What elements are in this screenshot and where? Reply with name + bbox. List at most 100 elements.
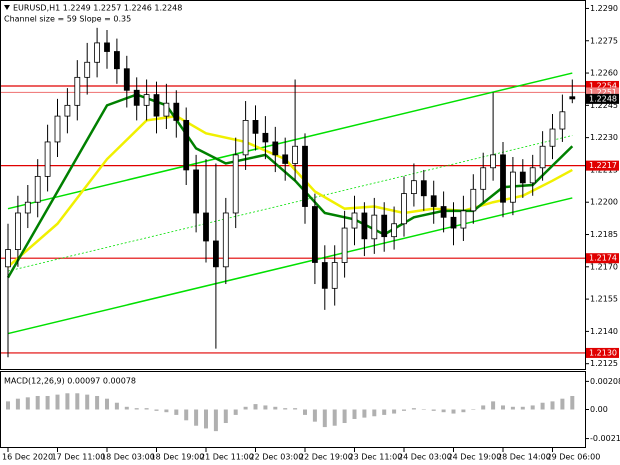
x-tick-label: 22 Dec 03:00 bbox=[250, 453, 304, 462]
candle-body bbox=[163, 102, 170, 117]
macd-bar bbox=[223, 409, 228, 424]
macd-bar bbox=[85, 394, 90, 410]
y-tick-label: 1.2185 bbox=[590, 230, 618, 239]
macd-bar bbox=[362, 409, 367, 418]
level-tag bbox=[586, 347, 619, 358]
macd-bar bbox=[441, 409, 446, 413]
candle-body bbox=[203, 212, 209, 242]
candle-body bbox=[430, 195, 437, 207]
macd-bar bbox=[75, 393, 80, 410]
macd-title: MACD(12,26,9) 0.00097 0.00078 bbox=[4, 377, 136, 386]
macd-bar bbox=[253, 404, 258, 410]
macd-bar bbox=[431, 409, 436, 411]
y-tick-label: 1.2200 bbox=[590, 198, 618, 207]
macd-bar bbox=[520, 406, 525, 410]
macd-bar bbox=[164, 409, 169, 413]
macd-bar bbox=[322, 409, 327, 428]
candle-body bbox=[44, 141, 51, 177]
macd-bar bbox=[184, 409, 189, 421]
macd-bar bbox=[213, 409, 218, 432]
candle-body bbox=[450, 216, 457, 229]
macd-bar bbox=[144, 408, 149, 410]
chart-header: EURUSD,H1 1.2249 1.2257 1.2246 1.2248 bbox=[13, 4, 182, 13]
candle-body bbox=[114, 51, 120, 70]
macd-bar bbox=[243, 406, 248, 410]
candle-body bbox=[193, 169, 200, 214]
candle-body bbox=[500, 154, 506, 203]
indicator-line bbox=[7, 135, 573, 272]
indicator-line bbox=[7, 72, 573, 210]
x-tick-label: 17 Dec 11:00 bbox=[52, 453, 106, 462]
macd-bar bbox=[283, 408, 288, 410]
x-tick-label: 24 Dec 03:00 bbox=[398, 453, 452, 462]
y-tick-label: 1.2275 bbox=[590, 36, 618, 45]
candle-body bbox=[282, 154, 289, 164]
level-label: 1.2130 bbox=[589, 348, 617, 357]
macd-bar bbox=[540, 402, 545, 410]
candle-body bbox=[24, 201, 31, 214]
macd-bar bbox=[204, 409, 208, 429]
indicator-line bbox=[7, 114, 573, 268]
macd-bar bbox=[95, 395, 100, 410]
candle-body bbox=[133, 89, 140, 106]
candle-body bbox=[539, 145, 546, 169]
candle-body bbox=[341, 227, 348, 263]
macd-bar bbox=[471, 409, 476, 410]
macd-bar bbox=[124, 406, 129, 410]
macd-bar bbox=[263, 405, 268, 410]
candle-body bbox=[361, 212, 368, 240]
x-tick-label: 22 Dec 19:00 bbox=[299, 453, 353, 462]
candle-body bbox=[470, 188, 477, 212]
candle-body bbox=[143, 94, 150, 106]
macd-bar bbox=[114, 402, 119, 410]
level-label: 1.2217 bbox=[589, 161, 617, 170]
y-tick-label: 1.2140 bbox=[590, 327, 618, 336]
candle-body bbox=[569, 96, 576, 100]
indicator-line bbox=[6, 93, 574, 279]
macd-bar bbox=[174, 409, 179, 415]
macd-bar bbox=[105, 398, 109, 410]
y-tick-label: 1.2170 bbox=[590, 262, 618, 271]
candle-body bbox=[549, 128, 556, 147]
x-tick-label: 21 Dec 11:00 bbox=[200, 453, 254, 462]
macd-bar bbox=[332, 409, 337, 426]
level-label: 1.2251 bbox=[589, 88, 617, 97]
candle-body bbox=[311, 206, 318, 263]
candle-body bbox=[5, 249, 11, 268]
candle-body bbox=[272, 141, 279, 156]
macd-bar bbox=[510, 406, 515, 410]
macd-bar bbox=[392, 409, 397, 414]
macd-bar bbox=[303, 409, 307, 415]
macd-bar bbox=[570, 395, 575, 410]
macd-bar bbox=[65, 393, 70, 410]
y-tick-label: 1.2260 bbox=[590, 69, 618, 78]
x-tick-label: 28 Dec 14:00 bbox=[497, 453, 551, 462]
candle-body bbox=[559, 111, 566, 130]
macd-bar bbox=[461, 409, 466, 413]
macd-bar bbox=[134, 408, 139, 410]
macd-bar bbox=[501, 405, 505, 410]
channel-info: Channel size = 59 Slope = 0.35 bbox=[4, 15, 131, 24]
y-tick-label: 1.2155 bbox=[590, 295, 618, 304]
candle-body bbox=[212, 240, 219, 268]
level-tag bbox=[586, 253, 619, 264]
macd-bar bbox=[154, 409, 159, 411]
candle-body bbox=[371, 214, 378, 240]
candle-body bbox=[74, 76, 81, 106]
macd-bar bbox=[411, 408, 416, 410]
candle-body bbox=[34, 175, 41, 203]
macd-bar bbox=[35, 395, 40, 410]
y-tick-label: -0.00215 bbox=[590, 434, 620, 443]
candle-body bbox=[391, 223, 398, 238]
candle-body bbox=[331, 262, 338, 289]
candle-body bbox=[222, 212, 229, 268]
macd-bar bbox=[402, 409, 406, 411]
candle-body bbox=[64, 104, 71, 117]
bid-label: 1.2248 bbox=[589, 94, 617, 103]
candle-body bbox=[509, 171, 516, 203]
candle-body bbox=[54, 115, 61, 143]
macd-bar bbox=[233, 409, 238, 415]
candle-body bbox=[351, 212, 358, 229]
candle-body bbox=[14, 212, 21, 250]
indicator-line bbox=[7, 197, 573, 335]
